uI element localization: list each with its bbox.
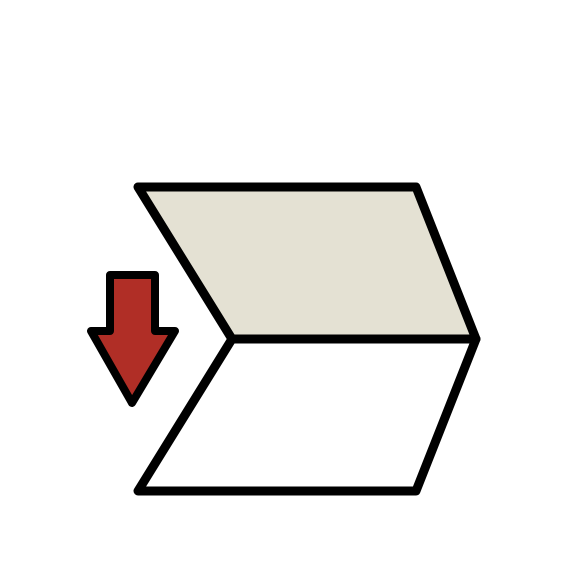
bottom-chevron-panel (133, 334, 481, 496)
down-arrow-icon (87, 271, 179, 407)
